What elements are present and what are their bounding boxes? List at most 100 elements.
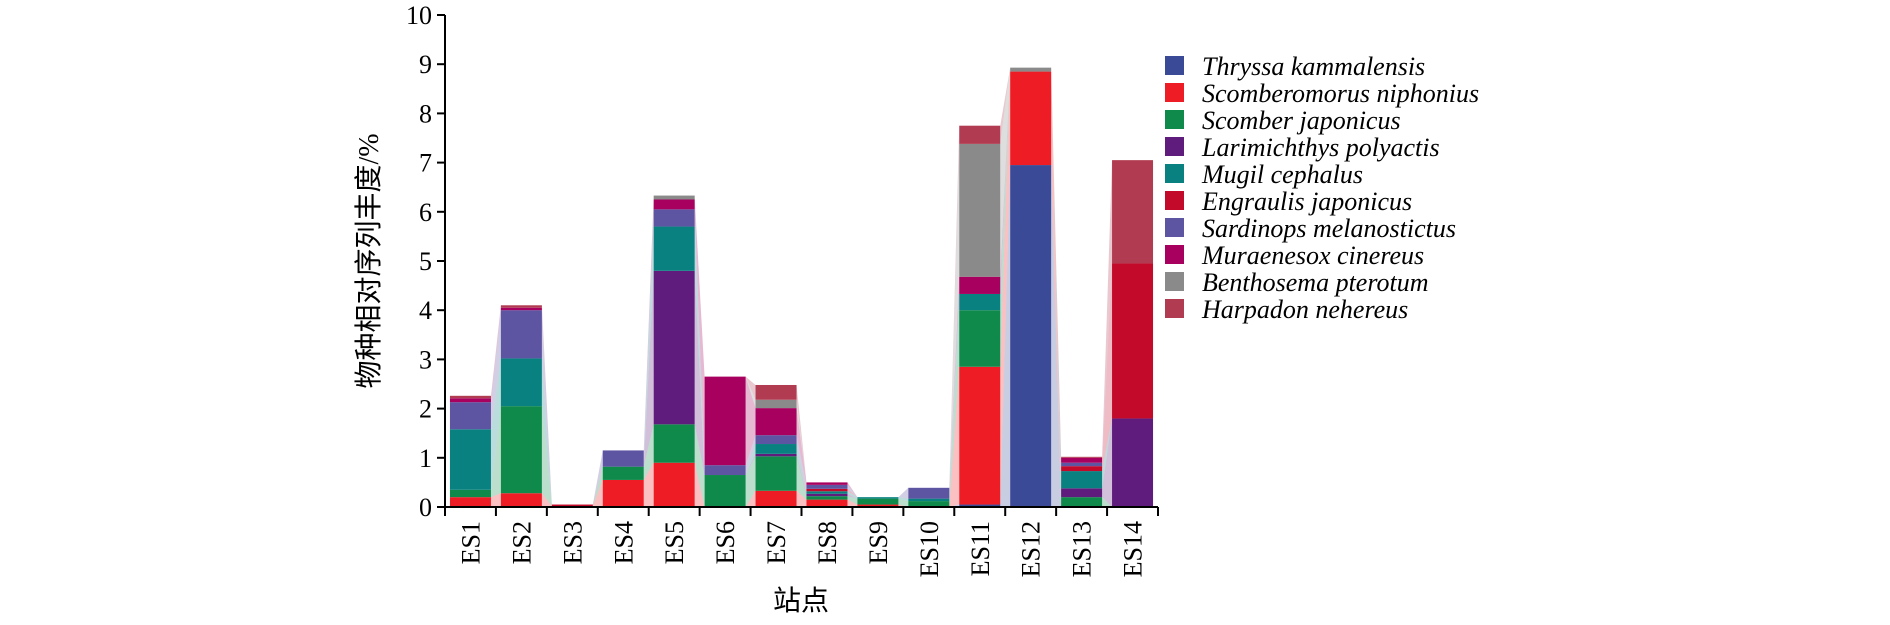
connector-mugil-cephalus-es4: [643, 226, 654, 467]
bar-es2-muraenesox-cinereus: [500, 307, 542, 311]
connector-scomber-japonicus-es10: [949, 310, 960, 507]
x-tick-label-es4: ES4: [609, 521, 638, 564]
bar-es12-scomberomorus-niphonius: [1010, 71, 1052, 166]
connector-mugil-cephalus-es6: [745, 444, 756, 476]
connector-benthosema-pterotum-es12: [1051, 67, 1062, 458]
series-connectors: [490, 67, 1113, 507]
axes: 0 1 2 3 4 5 6 7 8 9 10 ES1 ES2 ES3 ES4 ES5 ES6 ES7 ES8 ES9…: [353, 1, 1159, 617]
y-tick-label-9: 9: [419, 50, 432, 79]
legend-swatch-thryssa-kammalensis: [1165, 56, 1184, 75]
connector-scomberomorus-niphonius-es11: [1000, 71, 1011, 505]
bar-es1-mugil-cephalus: [449, 429, 491, 490]
y-tick-label-3: 3: [419, 345, 432, 374]
bar-es10-scomber-japonicus: [908, 501, 950, 507]
connector-scomberomorus-niphonius-es2: [541, 493, 552, 507]
y-tick-label-8: 8: [419, 99, 432, 128]
connector-sardinops-melanostictus-es8: [847, 484, 858, 498]
connector-muraenesox-cinereus-es10: [949, 276, 960, 488]
legend-label-sardinops-melanostictus: Sardinops melanostictus: [1202, 214, 1456, 243]
bar-es10-sardinops-melanostictus: [908, 487, 950, 499]
legend-swatch-scomber-japonicus: [1165, 110, 1184, 129]
x-tick-label-es5: ES5: [660, 521, 689, 564]
bar-es2-mugil-cephalus: [500, 358, 542, 407]
bar-es8-muraenesox-cinereus: [806, 482, 848, 485]
legend-label-mugil-cephalus: Mugil cephalus: [1201, 160, 1363, 189]
x-tick-label-es9: ES9: [864, 521, 893, 564]
bar-es8-sardinops-melanostictus: [806, 484, 848, 489]
y-tick-label-7: 7: [419, 149, 432, 178]
bar-es11-scomber-japonicus: [959, 310, 1001, 367]
connector-muraenesox-cinereus-es1: [490, 307, 501, 403]
bar-es13-muraenesox-cinereus: [1061, 457, 1103, 463]
connector-scomber-japonicus-es12: [1051, 71, 1062, 507]
connector-mugil-cephalus-es12: [1051, 71, 1062, 489]
connector-scomberomorus-niphonius-es6: [745, 490, 756, 507]
connector-muraenesox-cinereus-es12: [1051, 71, 1062, 463]
legend-swatch-engraulis-japonicus: [1165, 191, 1184, 210]
x-ticks: ES1 ES2 ES3 ES4 ES5 ES6 ES7 ES8 ES9 ES10 ES11 ES12 E…: [444, 507, 1159, 577]
bar-es7-scomberomorus-niphonius: [755, 490, 797, 507]
connector-scomberomorus-niphonius-es3: [592, 479, 603, 507]
legend-swatch-scomberomorus-niphonius: [1165, 83, 1184, 102]
connector-mugil-cephalus-es9: [898, 497, 909, 502]
bar-es4-scomberomorus-niphonius: [602, 479, 644, 507]
bar-es1-harpadon-nehereus: [449, 395, 491, 399]
bar-es11-thryssa-kammalensis: [959, 504, 1001, 507]
x-tick-label-es8: ES8: [813, 521, 842, 564]
connector-larimichthys-polyactis-es12: [1051, 71, 1062, 498]
legend-label-engraulis-japonicus: Engraulis japonicus: [1201, 187, 1412, 216]
bar-es11-harpadon-nehereus: [959, 125, 1001, 144]
connector-scomber-japonicus-es9: [898, 498, 909, 507]
legend-label-harpadon-nehereus: Harpadon nehereus: [1201, 295, 1408, 324]
connector-muraenesox-cinereus-es2: [541, 307, 552, 505]
connector-larimichthys-polyactis-es6: [745, 453, 756, 476]
bar-es12-thryssa-kammalensis: [1010, 165, 1052, 507]
bar-es7-benthosema-pterotum: [755, 399, 797, 409]
connector-harpadon-nehereus-es10: [949, 125, 960, 488]
connector-muraenesox-cinereus-es13: [1102, 263, 1113, 463]
bar-es9-mugil-cephalus: [857, 497, 899, 499]
bar-es14-harpadon-nehereus: [1112, 160, 1154, 264]
y-ticks: 0 1 2 3 4 5 6 7 8 9 10: [406, 1, 445, 522]
legend-swatch-mugil-cephalus: [1165, 164, 1184, 183]
bar-es6-sardinops-melanostictus: [704, 465, 746, 476]
bar-es11-benthosema-pterotum: [959, 143, 1001, 277]
connector-larimichthys-polyactis-es13: [1102, 418, 1113, 507]
connector-scomber-japonicus-es8: [847, 496, 858, 505]
connector-benthosema-pterotum-es4: [643, 195, 654, 451]
connector-mugil-cephalus-es10: [949, 293, 960, 502]
connector-scomberomorus-niphonius-es4: [643, 462, 654, 507]
connector-scomberomorus-niphonius-es10: [949, 366, 960, 507]
connector-harpadon-nehereus-es7: [796, 384, 807, 483]
x-tick-label-es10: ES10: [915, 521, 944, 577]
connector-sardinops-melanostictus-es4: [643, 209, 654, 467]
bar-es5-sardinops-melanostictus: [653, 209, 695, 227]
bar-es7-sardinops-melanostictus: [755, 435, 797, 445]
x-tick-label-es3: ES3: [558, 521, 587, 564]
legend-label-muraenesox-cinereus: Muraenesox cinereus: [1201, 241, 1424, 270]
connector-harpadon-nehereus-es12: [1051, 67, 1062, 458]
bar-es1-scomber-japonicus: [449, 489, 491, 498]
bar-stack-group: [449, 67, 1154, 507]
y-tick-label-6: 6: [419, 198, 432, 227]
y-tick-label-0: 0: [419, 493, 432, 522]
connector-larimichthys-polyactis-es4: [643, 270, 654, 467]
connector-benthosema-pterotum-es6: [745, 376, 756, 409]
bar-es4-sardinops-melanostictus: [602, 450, 644, 467]
bar-es12-benthosema-pterotum: [1010, 67, 1052, 72]
y-axis-title: 物种相对序列丰度/%: [353, 133, 385, 388]
bar-es13-larimichthys-polyactis: [1061, 488, 1103, 498]
connector-thryssa-kammalensis-es11: [1000, 165, 1011, 507]
x-tick-label-es2: ES2: [507, 521, 536, 564]
connector-harpadon-nehereus-es6: [745, 376, 756, 400]
connector-muraenesox-cinereus-es4: [643, 199, 654, 451]
connector-scomber-japonicus-es11: [1000, 71, 1011, 367]
connector-sardinops-melanostictus-es5: [694, 209, 705, 476]
bar-es4-scomber-japonicus: [602, 466, 644, 480]
bar-es13-sardinops-melanostictus: [1061, 462, 1103, 467]
connector-muraenesox-cinereus-es5: [694, 199, 705, 466]
legend-label-scomberomorus-niphonius: Scomberomorus niphonius: [1202, 79, 1479, 108]
